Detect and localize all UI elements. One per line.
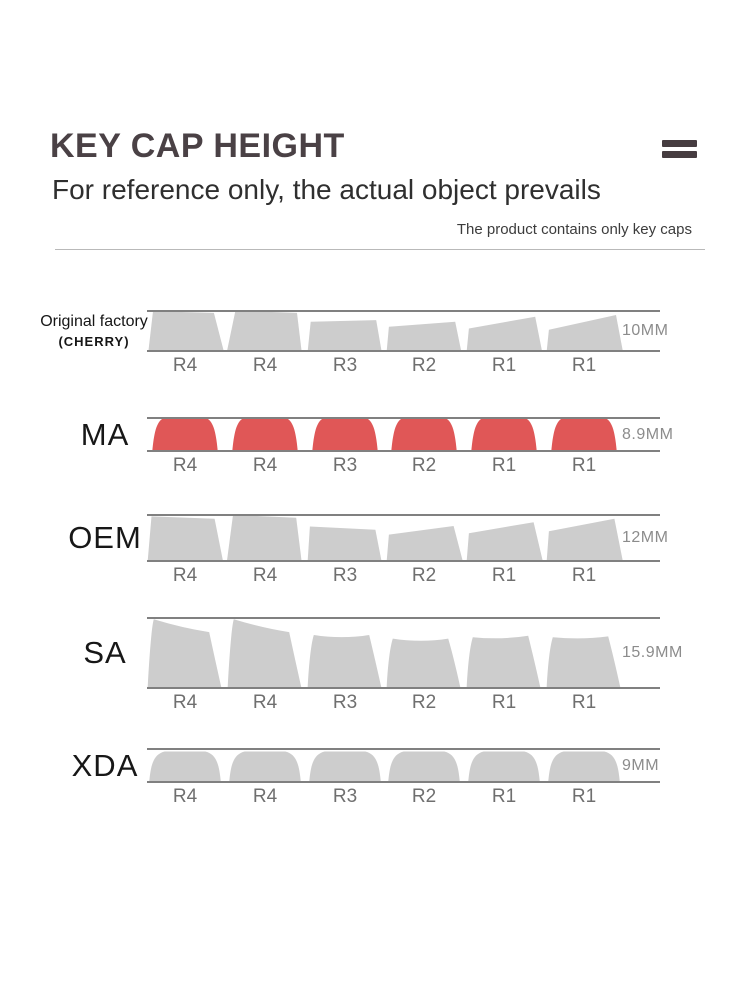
keycap-ma-5-r1: [551, 418, 617, 452]
key-row-label: R4: [172, 692, 198, 713]
key-row-labels-xda: R4 R4 R3 R2 R1 R1: [147, 786, 660, 808]
height-label-cherry: 10MM: [622, 322, 669, 339]
height-label-sa: 15.9MM: [622, 644, 683, 661]
keycap-sa-1-r4: [227, 619, 302, 689]
keycap-xda-4-r1: [468, 751, 540, 783]
key-row-labels-oem: R4 R4 R3 R2 R1 R1: [147, 565, 660, 587]
row-label-cherry: Original factory (CHERRY): [18, 313, 170, 349]
equals-bars-icon: [662, 140, 697, 162]
keycap-cherry-3-r2: [386, 321, 462, 352]
key-row-label: R1: [571, 565, 597, 586]
keycap-xda-1-r4: [229, 751, 301, 783]
key-row-label: R1: [571, 455, 597, 476]
key-row-label: R1: [491, 565, 517, 586]
keycap-chart-ma: [147, 417, 660, 452]
key-row-label: R4: [172, 565, 198, 586]
row-label-sub: (CHERRY): [58, 334, 130, 349]
keycap-chart-sa: [147, 617, 660, 689]
row-label-oem: OEM: [68, 520, 142, 555]
keycap-ma-3-r2: [391, 418, 457, 452]
profile-row-cherry: Original factory (CHERRY) R4 R4 R3 R2 R1 R1 10MM: [0, 310, 750, 382]
profile-row-oem: OEM R4 R4 R3 R2 R1 R1 12MM: [0, 514, 750, 592]
keycap-cherry-1-r4: [226, 310, 302, 352]
keycap-sa-3-r2: [386, 638, 461, 689]
key-row-label: R2: [411, 455, 437, 476]
key-row-label: R3: [332, 565, 358, 586]
keycap-cherry-5-r1: [546, 315, 623, 352]
keycap-xda-2-r3: [309, 751, 381, 783]
page-title: KEY CAP HEIGHT: [50, 127, 345, 165]
key-row-label: R2: [411, 786, 437, 807]
key-row-label: R1: [571, 786, 597, 807]
equals-bar-bottom: [662, 151, 697, 158]
key-row-labels-sa: R4 R4 R3 R2 R1 R1: [147, 692, 660, 714]
keycap-xda-0-r4: [149, 751, 221, 783]
keycap-sa-2-r3: [307, 635, 382, 689]
keycap-chart-oem: [147, 514, 660, 562]
keycap-ma-1-r4: [232, 418, 298, 452]
keycap-ma-4-r1: [471, 418, 537, 452]
key-row-label: R1: [491, 786, 517, 807]
key-row-label: R1: [491, 455, 517, 476]
height-label-xda: 9MM: [622, 756, 660, 774]
key-row-label: R2: [411, 355, 437, 376]
row-label-xda: XDA: [71, 747, 139, 783]
keycap-xda-5-r1: [548, 751, 620, 783]
key-row-label: R2: [411, 692, 437, 713]
height-label-ma: 8.9MM: [622, 425, 674, 443]
keycap-sa-4-r1: [466, 635, 541, 689]
keycap-ma-0-r4: [152, 418, 218, 452]
key-row-label: R4: [252, 565, 278, 586]
keycap-sa-0-r4: [147, 619, 222, 689]
keycap-cherry-2-r3: [307, 320, 382, 352]
key-row-label: R4: [252, 455, 278, 476]
header-divider: [55, 249, 705, 250]
key-row-label: R1: [491, 355, 517, 376]
key-row-label: R4: [172, 455, 198, 476]
key-row-labels-cherry: R4 R4 R3 R2 R1 R1: [147, 355, 660, 377]
key-row-label: R4: [172, 355, 198, 376]
keycap-ma-2-r3: [312, 418, 378, 452]
key-row-label: R3: [332, 692, 358, 713]
keycap-oem-3-r2: [386, 526, 463, 562]
keycap-oem-5-r1: [546, 518, 623, 562]
keycap-chart-xda: [147, 748, 660, 783]
equals-bar-top: [662, 140, 697, 147]
profile-row-sa: SA R4 R4 R3 R2 R1 R1 15.9MM: [0, 617, 750, 719]
key-row-label: R4: [252, 355, 278, 376]
keycap-cherry-0-r4: [148, 311, 224, 352]
key-row-label: R3: [332, 455, 358, 476]
key-row-label: R2: [411, 565, 437, 586]
key-row-label: R1: [571, 355, 597, 376]
keycap-oem-4-r1: [466, 522, 543, 562]
note-text: The product contains only key caps: [456, 221, 692, 238]
key-row-label: R4: [252, 786, 278, 807]
profile-row-ma: MA R4 R4 R3 R2 R1 R1 8.9MM: [0, 417, 750, 482]
key-row-label: R1: [571, 692, 597, 713]
keycap-oem-0-r4: [147, 516, 224, 562]
row-label-ma: MA: [80, 416, 130, 452]
keycap-chart-cherry: [147, 310, 660, 352]
key-row-labels-ma: R4 R4 R3 R2 R1 R1: [147, 455, 660, 477]
row-label-main: Original factory: [40, 313, 148, 330]
profile-row-xda: XDA R4 R4 R3 R2 R1 R1 9MM: [0, 748, 750, 813]
key-row-label: R3: [332, 355, 358, 376]
row-label-sa: SA: [83, 635, 127, 670]
key-row-label: R3: [332, 786, 358, 807]
keycap-oem-1-r4: [226, 515, 302, 562]
keycap-xda-3-r2: [388, 751, 460, 783]
subtitle: For reference only, the actual object pr…: [52, 174, 601, 205]
keycap-oem-2-r3: [307, 526, 382, 562]
height-label-oem: 12MM: [622, 529, 669, 546]
keycap-cherry-4-r1: [466, 316, 543, 352]
key-row-label: R4: [172, 786, 198, 807]
key-row-label: R1: [491, 692, 517, 713]
key-row-label: R4: [252, 692, 278, 713]
keycap-sa-5-r1: [546, 636, 621, 689]
